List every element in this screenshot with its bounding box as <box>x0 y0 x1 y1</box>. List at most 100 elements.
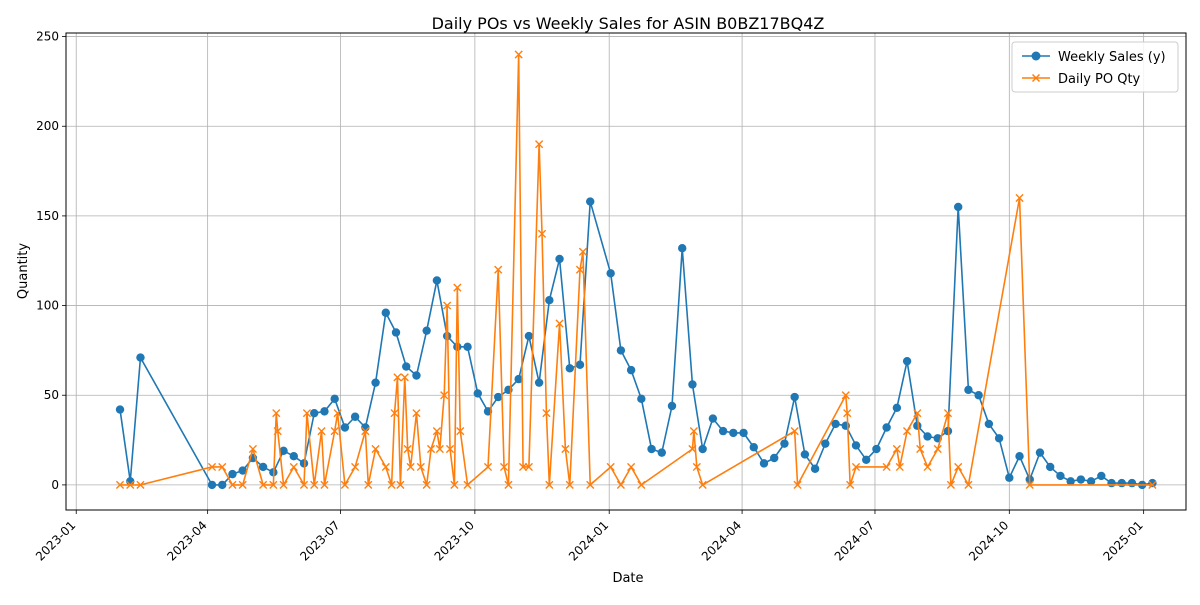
weekly-sales-point <box>391 328 401 337</box>
weekly-sales-point <box>780 439 789 448</box>
x-axis-label: Date <box>612 571 643 586</box>
daily-po-point <box>406 462 415 472</box>
daily-po-point <box>637 480 646 489</box>
daily-po-point <box>892 444 901 454</box>
weekly-sales-point <box>402 362 411 371</box>
weekly-sales-point <box>1086 477 1096 486</box>
weekly-sales-point <box>739 428 748 438</box>
daily-po-point <box>692 462 701 472</box>
daily-po-point <box>435 444 444 454</box>
daily-po-point <box>248 444 258 454</box>
daily-po-point <box>126 480 135 489</box>
daily-po-point <box>387 480 396 489</box>
daily-po-point <box>946 480 955 489</box>
weekly-sales-point <box>422 326 431 335</box>
weekly-sales-point <box>1127 478 1137 488</box>
y-tick-label: 150 <box>36 209 59 223</box>
weekly-sales-point <box>984 419 994 429</box>
weekly-sales-point <box>749 443 758 452</box>
daily-po-point <box>320 480 329 489</box>
daily-po-point <box>698 480 707 489</box>
daily-po-point <box>238 480 247 489</box>
weekly-sales-point <box>1148 478 1157 488</box>
daily-po-point <box>310 480 319 489</box>
daily-po-point <box>218 462 227 472</box>
weekly-sales-point <box>708 414 718 423</box>
weekly-sales-point <box>637 394 646 404</box>
daily-po-point <box>689 427 698 436</box>
weekly-sales-point <box>534 378 544 387</box>
daily-po-point <box>627 462 636 472</box>
daily-po-point <box>361 427 370 436</box>
daily-po-point <box>273 427 282 436</box>
y-tick-label: 250 <box>36 30 59 44</box>
weekly-sales-point <box>453 342 462 352</box>
daily-po-point <box>895 462 904 472</box>
daily-po-point <box>545 480 554 489</box>
daily-po-point <box>403 444 412 454</box>
daily-po-point <box>279 480 288 489</box>
daily-po-point <box>393 373 402 382</box>
daily-po-point <box>364 480 373 489</box>
daily-po-point <box>1025 480 1034 489</box>
weekly-sales-point <box>1035 448 1045 457</box>
daily-po-point <box>793 480 802 489</box>
weekly-sales-point <box>718 426 728 436</box>
daily-po-point <box>390 409 399 418</box>
legend: Weekly Sales (y) Daily PO Qty <box>1011 41 1179 93</box>
daily-po-point <box>514 50 523 59</box>
weekly-sales-point <box>923 432 932 441</box>
daily-po-point <box>535 140 544 149</box>
weekly-sales-point <box>473 389 482 398</box>
daily-po-point <box>524 462 533 472</box>
daily-po-point <box>443 301 452 310</box>
weekly-sales-point <box>902 356 912 366</box>
daily-po-point <box>542 409 551 418</box>
weekly-sales-point <box>350 412 360 421</box>
weekly-sales-point <box>729 428 738 438</box>
weekly-sales-point <box>851 441 861 450</box>
weekly-sales-point <box>115 405 125 414</box>
y-tick-label: 50 <box>44 388 59 402</box>
legend-weekly-marker <box>1031 51 1041 61</box>
daily-po-point <box>416 462 425 472</box>
daily-po-point <box>381 462 390 472</box>
daily-po-point <box>412 409 421 418</box>
daily-po-point <box>790 427 799 436</box>
weekly-sales-point <box>565 364 574 373</box>
weekly-sales-point <box>1076 475 1086 484</box>
daily-po-point <box>494 265 503 274</box>
daily-po-point <box>371 444 380 454</box>
daily-po-point <box>841 391 850 400</box>
chart-title: Daily POs vs Weekly Sales for ASIN B0BZ1… <box>432 14 825 33</box>
daily-po-point <box>575 265 585 274</box>
weekly-sales-point <box>759 459 769 468</box>
daily-po-point <box>228 480 237 489</box>
daily-po-point <box>333 409 342 418</box>
daily-po-point <box>923 462 932 472</box>
daily-po-point <box>561 444 570 454</box>
legend-weekly-label: Weekly Sales (y) <box>1058 50 1166 65</box>
weekly-sales-point <box>1066 477 1075 486</box>
daily-po-point <box>453 283 462 292</box>
daily-po-point <box>578 247 588 256</box>
daily-po-point <box>115 480 125 489</box>
weekly-sales-point <box>616 346 626 355</box>
weekly-sales-point <box>626 365 636 375</box>
legend-daily-label: Daily PO Qty <box>1058 72 1141 87</box>
weekly-sales-point <box>964 385 973 395</box>
daily-po-point <box>207 462 217 472</box>
weekly-sales-point <box>800 450 810 459</box>
series-layer <box>115 50 1157 490</box>
weekly-sales-point <box>279 446 288 456</box>
daily-po-point <box>846 480 855 489</box>
weekly-sales-point <box>289 452 298 461</box>
weekly-sales-point <box>545 295 554 305</box>
weekly-sales-point <box>586 197 595 206</box>
daily-po-point <box>882 462 891 472</box>
weekly-sales-point <box>524 331 534 341</box>
weekly-sales-point <box>678 243 687 253</box>
daily-po-point <box>351 462 360 472</box>
weekly-sales-point <box>647 444 656 454</box>
weekly-sales-point <box>514 374 523 384</box>
